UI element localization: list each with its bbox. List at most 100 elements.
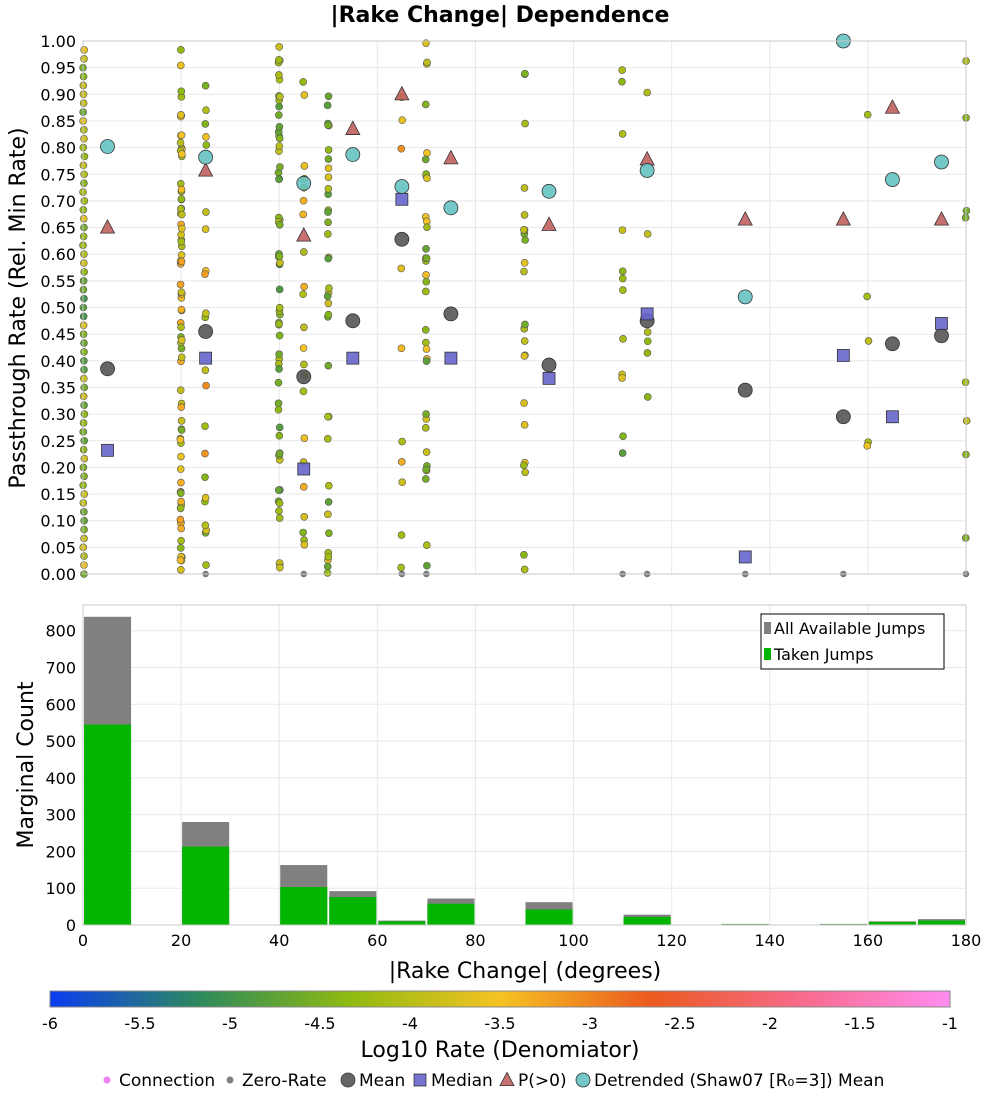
scatter-point bbox=[80, 561, 88, 569]
plot-border bbox=[82, 40, 967, 575]
scatter-point bbox=[177, 185, 186, 194]
x-tick-label: 0 bbox=[78, 931, 88, 950]
square-marker bbox=[886, 410, 899, 424]
scatter-point bbox=[177, 237, 186, 246]
scatter-point bbox=[177, 336, 186, 344]
scatter-point bbox=[80, 126, 88, 134]
footer-marker-circle bbox=[340, 1072, 356, 1088]
scatter-point bbox=[201, 494, 210, 502]
y-tick-label: 0.70 bbox=[40, 192, 76, 211]
footer-marker-dot bbox=[103, 1076, 111, 1084]
scatter-point bbox=[79, 321, 88, 330]
scatter-point bbox=[299, 196, 308, 205]
y-tick-label: 0.30 bbox=[40, 405, 76, 424]
y-tick-label: 0.40 bbox=[40, 352, 76, 371]
scatter-point bbox=[422, 277, 431, 286]
scatter-point bbox=[79, 419, 88, 427]
footer-marker-circle bbox=[575, 1072, 591, 1088]
scatter-point bbox=[177, 111, 185, 119]
bar-taken-jumps bbox=[623, 916, 671, 925]
scatter-point bbox=[275, 331, 284, 340]
scatter-point bbox=[300, 360, 308, 369]
scatter-point bbox=[80, 179, 88, 187]
colorbar-label: Log10 Rate (Denomiator) bbox=[361, 1038, 640, 1063]
scatter-point bbox=[177, 417, 186, 425]
y-tick-label: 0.90 bbox=[40, 85, 76, 104]
scatter-point bbox=[864, 337, 873, 345]
scatter-point bbox=[177, 344, 186, 353]
scatter-point bbox=[300, 91, 309, 99]
scatter-point bbox=[80, 472, 88, 481]
scatter-point bbox=[520, 550, 528, 559]
scatter-point bbox=[423, 561, 431, 570]
scatter-point bbox=[324, 552, 333, 561]
y-tick-label: 100 bbox=[45, 879, 76, 898]
y-tick-label: 0.00 bbox=[40, 565, 76, 584]
scatter-point bbox=[275, 350, 283, 358]
scatter-point bbox=[520, 399, 528, 407]
scatter-point bbox=[422, 271, 430, 279]
scatter-point bbox=[176, 556, 185, 565]
summary-series-square bbox=[101, 192, 948, 564]
scatter-point bbox=[79, 259, 88, 267]
circle-marker bbox=[885, 336, 900, 352]
circle-marker bbox=[639, 163, 655, 178]
footer-legend-label: Connection bbox=[119, 1071, 215, 1091]
y-tick-label: 0.55 bbox=[40, 272, 76, 291]
scatter-point bbox=[201, 366, 210, 374]
scatter-point bbox=[176, 280, 185, 289]
scatter-point bbox=[299, 290, 307, 298]
bar-taken-jumps bbox=[427, 903, 475, 925]
scatter-point bbox=[619, 335, 627, 343]
scatter-point bbox=[299, 78, 307, 86]
square-marker bbox=[199, 351, 213, 365]
y-tick-label: 0.95 bbox=[40, 59, 76, 78]
footer-legend-item: Zero-Rate bbox=[226, 1071, 327, 1091]
scatter-point bbox=[324, 230, 332, 238]
scatter-point bbox=[79, 277, 88, 285]
footer-legend-label: Median bbox=[431, 1071, 493, 1091]
scatter-point bbox=[275, 134, 284, 143]
scatter-point bbox=[324, 498, 333, 506]
legend-box bbox=[760, 613, 945, 670]
circle-marker bbox=[885, 172, 900, 187]
colorbar-tick-label: -5.5 bbox=[124, 1014, 155, 1033]
scatter-point bbox=[618, 77, 626, 86]
scatter-point bbox=[79, 445, 88, 454]
scatter-point bbox=[643, 88, 652, 97]
scatter-point bbox=[177, 452, 185, 461]
y-tick-label: 0.50 bbox=[40, 299, 76, 318]
square-marker bbox=[738, 550, 752, 564]
x-tick-label: 100 bbox=[558, 931, 589, 950]
square-marker bbox=[101, 443, 114, 457]
footer-legend-item: P(>0) bbox=[499, 1071, 567, 1091]
scatter-point bbox=[274, 486, 283, 494]
scatter-point bbox=[520, 337, 529, 345]
x-axis-label: |Rake Change| (degrees) bbox=[389, 959, 662, 984]
scatter-point bbox=[80, 54, 88, 63]
scatter-plot: 0.00 0.05 0.10 0.15 0.20 0.25 0.30 0.35 0.40 0.45… bbox=[40, 32, 971, 584]
scatter-point bbox=[201, 120, 210, 128]
scatter-point bbox=[79, 374, 88, 383]
scatter-point bbox=[276, 563, 284, 572]
scatter-point bbox=[423, 541, 431, 550]
legend-label: Taken Jumps bbox=[773, 645, 874, 664]
scatter-point bbox=[323, 562, 332, 571]
scatter-point bbox=[325, 529, 333, 537]
scatter-point bbox=[398, 458, 406, 466]
triangle-marker bbox=[835, 210, 852, 226]
y-tick-label: 400 bbox=[45, 769, 76, 788]
scatter-point bbox=[300, 323, 308, 332]
scatter-point bbox=[421, 155, 430, 164]
colorbar-tick-label: -6 bbox=[42, 1014, 58, 1033]
y-tick-label: 700 bbox=[45, 659, 76, 678]
scatter-point bbox=[276, 163, 284, 171]
circle-marker bbox=[296, 369, 312, 385]
scatter-point bbox=[324, 184, 333, 193]
scatter-point bbox=[422, 254, 431, 262]
scatter-point bbox=[275, 71, 283, 79]
scatter-point bbox=[80, 348, 88, 356]
scatter-point bbox=[324, 434, 332, 443]
footer-legend-label: P(>0) bbox=[518, 1071, 567, 1091]
